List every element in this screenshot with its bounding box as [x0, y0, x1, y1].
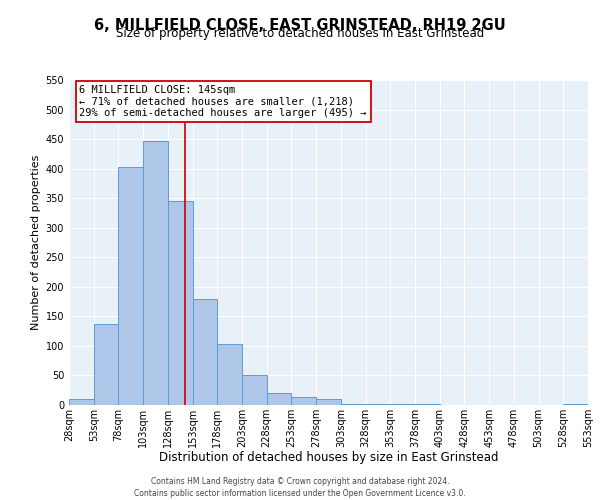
Text: 6 MILLFIELD CLOSE: 145sqm
← 71% of detached houses are smaller (1,218)
29% of se: 6 MILLFIELD CLOSE: 145sqm ← 71% of detac… — [79, 85, 367, 118]
Bar — [118, 167, 143, 405]
Bar — [94, 324, 118, 405]
Bar — [168, 201, 193, 405]
Bar — [267, 393, 292, 405]
Bar — [365, 404, 390, 405]
Bar — [390, 404, 415, 405]
Bar — [316, 399, 341, 405]
Bar — [217, 344, 242, 405]
Bar — [415, 404, 440, 405]
Text: 6, MILLFIELD CLOSE, EAST GRINSTEAD, RH19 2GU: 6, MILLFIELD CLOSE, EAST GRINSTEAD, RH19… — [94, 18, 506, 32]
Bar — [563, 404, 588, 405]
Bar — [292, 396, 316, 405]
Bar — [143, 141, 168, 405]
Text: Size of property relative to detached houses in East Grinstead: Size of property relative to detached ho… — [116, 28, 484, 40]
X-axis label: Distribution of detached houses by size in East Grinstead: Distribution of detached houses by size … — [159, 452, 498, 464]
Bar — [69, 399, 94, 405]
Bar — [341, 404, 365, 405]
Y-axis label: Number of detached properties: Number of detached properties — [31, 155, 41, 330]
Bar — [242, 375, 267, 405]
Text: Contains HM Land Registry data © Crown copyright and database right 2024.
Contai: Contains HM Land Registry data © Crown c… — [134, 476, 466, 498]
Bar — [193, 298, 217, 405]
